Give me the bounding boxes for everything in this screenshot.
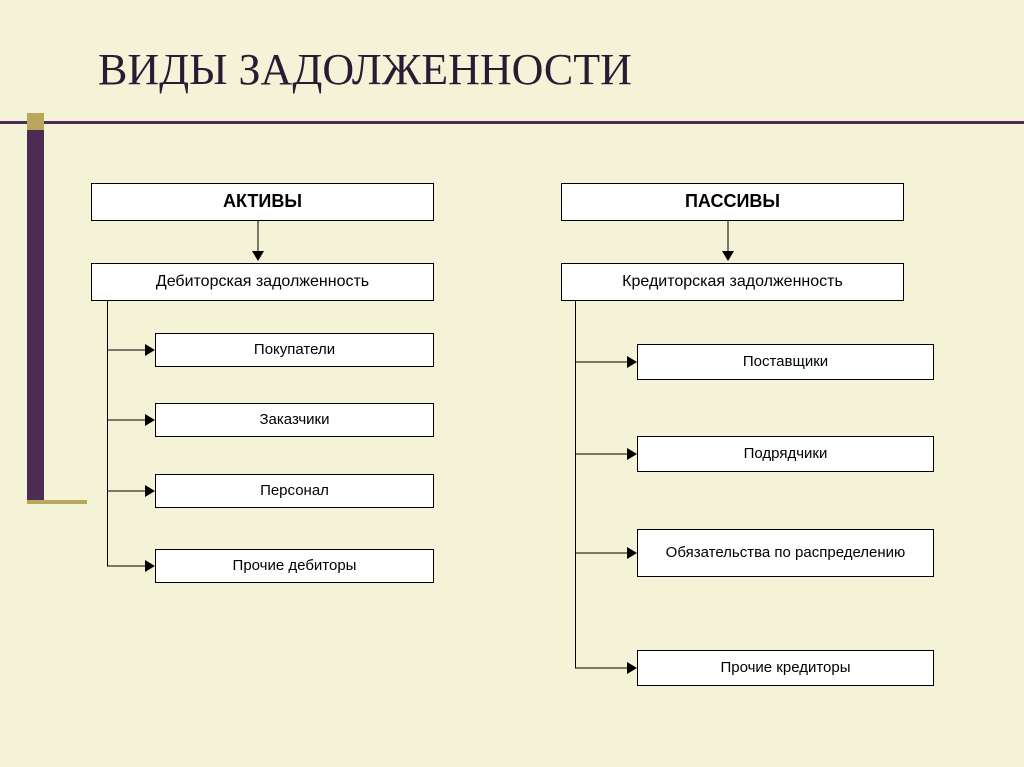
left-header-label: АКТИВЫ (223, 191, 302, 213)
right-branch-3 (575, 662, 637, 674)
right-item-0-label: Поставщики (743, 353, 828, 371)
left-sub-label: Дебиторская задолженность (156, 272, 369, 291)
left-branch-0 (107, 344, 155, 356)
right-item-1: Подрядчики (637, 436, 934, 472)
left-item-0-label: Покупатели (254, 341, 335, 359)
decor-hbar-bottom (27, 500, 87, 504)
left-sub-box: Дебиторская задолженность (91, 263, 434, 301)
left-branch-1 (107, 414, 155, 426)
right-header-label: ПАССИВЫ (685, 191, 780, 213)
right-item-0: Поставщики (637, 344, 934, 380)
right-branch-0 (575, 356, 637, 368)
decor-vbar (27, 130, 44, 500)
right-arrow-down (722, 221, 734, 261)
right-item-1-label: Подрядчики (744, 445, 828, 463)
right-item-2: Обязательства по распределению (637, 529, 934, 577)
right-branch-2 (575, 547, 637, 559)
left-header-box: АКТИВЫ (91, 183, 434, 221)
right-sub-label: Кредиторская задолженность (622, 272, 843, 291)
right-item-3-label: Прочие кредиторы (720, 659, 850, 677)
left-item-3: Прочие дебиторы (155, 549, 434, 583)
left-trunk (107, 301, 108, 566)
left-item-0: Покупатели (155, 333, 434, 367)
slide: ВИДЫ ЗАДОЛЖЕННОСТИ АКТИВЫ Дебиторская за… (0, 0, 1024, 767)
right-branch-1 (575, 448, 637, 460)
right-sub-box: Кредиторская задолженность (561, 263, 904, 301)
right-item-2-label: Обязательства по распределению (666, 544, 906, 562)
left-item-1: Заказчики (155, 403, 434, 437)
left-branch-2 (107, 485, 155, 497)
right-header-box: ПАССИВЫ (561, 183, 904, 221)
left-item-3-label: Прочие дебиторы (233, 557, 357, 575)
left-item-1-label: Заказчики (260, 411, 330, 429)
left-item-2: Персонал (155, 474, 434, 508)
divider-top (0, 121, 1024, 124)
left-branch-3 (107, 560, 155, 572)
right-item-3: Прочие кредиторы (637, 650, 934, 686)
page-title: ВИДЫ ЗАДОЛЖЕННОСТИ (98, 44, 632, 95)
decor-square (27, 113, 44, 130)
left-arrow-down (252, 221, 264, 261)
left-item-2-label: Персонал (260, 482, 329, 500)
